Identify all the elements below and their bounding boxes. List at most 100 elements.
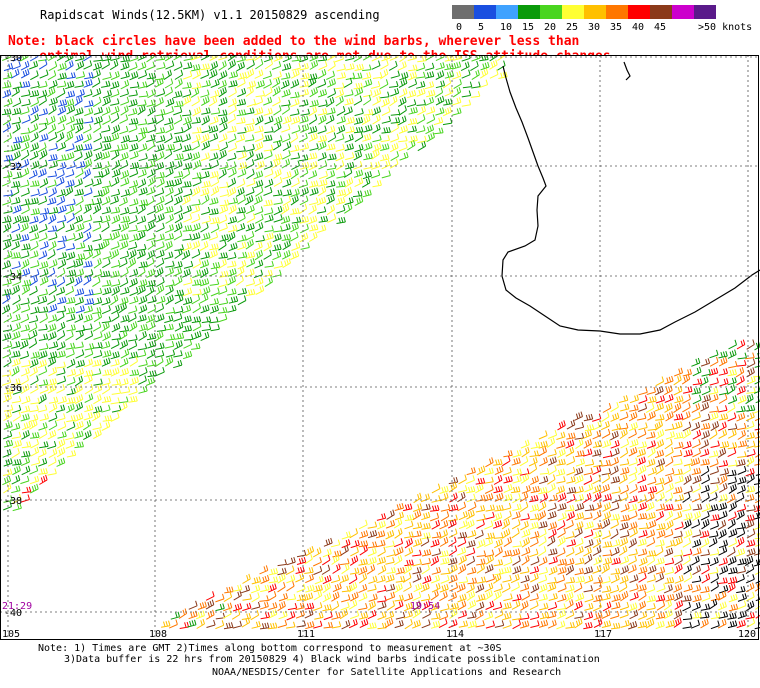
wind-barb [520, 583, 530, 592]
wind-barb [101, 395, 112, 403]
wind-barb [263, 96, 273, 106]
wind-barb [318, 99, 328, 108]
wind-barb [440, 603, 450, 612]
wind-barb [637, 484, 648, 493]
wind-barb [255, 115, 264, 126]
wind-barb [673, 468, 683, 476]
lat-lon-grid [0, 55, 760, 640]
wind-barb [736, 339, 746, 350]
wind-barb [664, 492, 674, 503]
wind-barb [618, 422, 629, 430]
wind-barb [520, 473, 530, 484]
wind-barb [353, 95, 363, 106]
wind-barb [574, 537, 584, 548]
wind-barb [628, 621, 638, 630]
wind-barb [656, 522, 666, 531]
wind-barb [458, 510, 468, 521]
wind-barb [290, 194, 299, 206]
wind-barb [593, 501, 602, 512]
wind-barb [273, 189, 283, 197]
wind-barb [174, 69, 184, 80]
wind-barb [318, 170, 328, 180]
wind-barb [389, 55, 399, 61]
wind-barb [363, 142, 373, 151]
wind-barb [191, 151, 201, 161]
wind-barb [38, 108, 48, 117]
wind-barb [129, 71, 139, 81]
wind-barb [66, 212, 75, 224]
wind-barb [38, 122, 48, 133]
wind-barb [313, 566, 323, 576]
wind-barb [155, 356, 164, 367]
wind-barb [691, 439, 701, 449]
wind-barb [264, 276, 273, 288]
wind-barb [218, 168, 227, 179]
wind-barb [56, 242, 66, 251]
wind-barb [206, 609, 215, 620]
wind-barb [255, 90, 265, 98]
wind-barb [470, 60, 479, 72]
wind-barb [448, 476, 459, 485]
wind-barb [254, 222, 264, 233]
wind-barb [48, 61, 58, 72]
wind-barb [619, 521, 629, 531]
wind-barb [38, 159, 48, 169]
wind-barb [425, 62, 435, 71]
wind-barb [173, 350, 183, 358]
wind-barb [620, 503, 630, 513]
wind-barb [426, 114, 436, 124]
wind-barb [65, 432, 75, 441]
wind-barb [65, 98, 75, 108]
wind-barb [736, 405, 746, 413]
wind-barb [339, 574, 349, 584]
wind-barb [38, 80, 48, 89]
wind-barb [21, 89, 31, 97]
wind-barb [21, 279, 32, 287]
wind-barb [66, 161, 76, 170]
wind-barb [323, 621, 333, 629]
wind-barb [484, 564, 494, 574]
wind-barb [191, 63, 201, 72]
wind-barb [30, 113, 39, 124]
wind-barb [92, 88, 102, 98]
wind-barb [20, 179, 30, 188]
wind-barb [110, 270, 120, 278]
wind-barb [75, 329, 84, 341]
wind-barb [65, 342, 76, 350]
wind-barb [341, 531, 351, 540]
wind-barb [110, 81, 120, 90]
wind-barb [376, 513, 387, 521]
wind-barb [30, 269, 40, 278]
wind-barb [286, 593, 297, 601]
wind-barb [38, 95, 47, 106]
wind-barb [236, 266, 245, 277]
wind-barb [1, 108, 12, 116]
wind-barb [30, 375, 39, 386]
wind-barb [530, 572, 539, 583]
wind-barb [664, 375, 674, 385]
wind-barb [737, 359, 747, 367]
wind-barb [2, 377, 12, 386]
wind-barb [227, 275, 236, 286]
wind-barb [646, 386, 656, 395]
wind-barb [610, 574, 620, 584]
wind-barb [494, 620, 505, 628]
wind-barb [350, 546, 359, 557]
wind-barb [664, 557, 675, 566]
wind-barb [56, 276, 66, 288]
wind-barb [20, 405, 31, 414]
wind-barb [728, 459, 738, 467]
wind-barb [529, 450, 539, 457]
wind-barb [219, 161, 229, 170]
wind-barb [48, 402, 58, 413]
wind-barb [273, 176, 283, 187]
wind-barb [165, 60, 175, 70]
wind-barb [30, 142, 39, 152]
wind-barb [628, 495, 638, 504]
wind-barb [29, 419, 38, 430]
wind-barb [701, 386, 711, 396]
wind-barb [74, 420, 84, 430]
wind-barb [240, 584, 251, 594]
wind-barb [21, 465, 31, 476]
wind-barb [138, 375, 147, 385]
